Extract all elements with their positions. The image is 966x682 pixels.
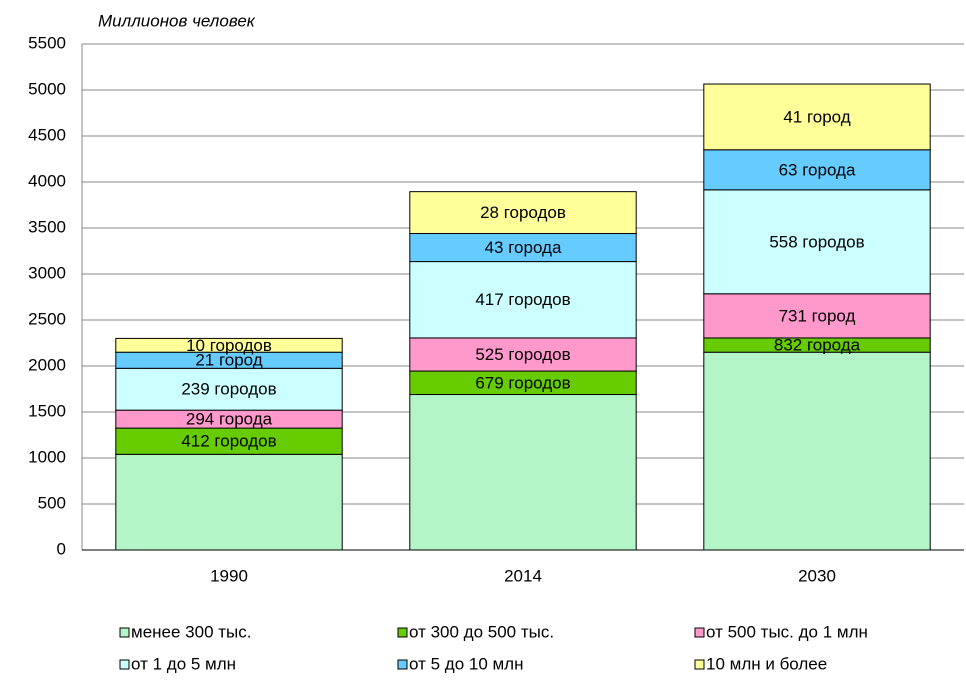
y-tick-label: 3500 xyxy=(28,217,66,236)
bar-segment xyxy=(115,453,343,551)
segment-label: 679 городов xyxy=(475,373,570,392)
legend-swatch xyxy=(397,627,408,638)
y-tick-label: 2000 xyxy=(28,355,66,374)
bar-segment xyxy=(703,351,931,551)
segment-label: 63 города xyxy=(779,160,856,179)
legend-swatch xyxy=(119,627,130,638)
segment-label: 412 городов xyxy=(181,432,276,451)
y-tick-label: 0 xyxy=(57,539,66,558)
segment-label: 43 города xyxy=(485,238,562,257)
legend-swatch xyxy=(397,659,408,670)
bar-segment xyxy=(409,233,637,263)
segment-label: 294 города xyxy=(186,410,273,429)
y-tick-label: 4500 xyxy=(28,125,66,144)
segment-label: 417 городов xyxy=(475,290,570,309)
bar-segment xyxy=(115,427,343,455)
segment-label: 832 города xyxy=(774,336,861,355)
y-tick-label: 5000 xyxy=(28,79,66,98)
bar-segment xyxy=(703,83,931,151)
y-tick-label: 5500 xyxy=(28,33,66,52)
segment-label: 731 город xyxy=(779,306,856,325)
bar-segment xyxy=(409,394,637,551)
segment-label: 239 городов xyxy=(181,380,276,399)
segment-label: 10 городов xyxy=(186,336,272,355)
bar-segment xyxy=(703,293,931,339)
legend-label: от 500 тыс. до 1 млн xyxy=(706,622,868,641)
bar-segment xyxy=(115,337,343,353)
legend-label: от 300 до 500 тыс. xyxy=(409,622,554,641)
segment-label: 525 городов xyxy=(475,345,570,364)
segment-label: 21 город xyxy=(195,351,262,370)
bar-segment xyxy=(703,149,931,191)
bar-segment xyxy=(703,189,931,295)
y-axis-label: Миллионов человек xyxy=(98,11,256,30)
x-tick-label: 1990 xyxy=(210,566,248,585)
y-tick-label: 1000 xyxy=(28,447,66,466)
segment-label: 41 город xyxy=(783,107,850,126)
segment-label: 28 городов xyxy=(480,203,566,222)
bar-segment xyxy=(409,191,637,235)
legend-swatch xyxy=(119,659,130,670)
y-tick-label: 3000 xyxy=(28,263,66,282)
legend-label: менее 300 тыс. xyxy=(131,622,251,641)
legend-swatch xyxy=(694,627,705,638)
segment-label: 558 городов xyxy=(769,232,864,251)
x-tick-label: 2014 xyxy=(504,566,542,585)
y-tick-label: 1500 xyxy=(28,401,66,420)
bar-segment xyxy=(409,261,637,339)
y-tick-label: 2500 xyxy=(28,309,66,328)
x-tick-label: 2030 xyxy=(798,566,836,585)
legend-label: 10 млн и более xyxy=(706,654,827,673)
legend-swatch xyxy=(694,659,705,670)
bar-segment xyxy=(409,337,637,372)
legend-label: от 5 до 10 млн xyxy=(409,654,524,673)
legend-label: от 1 до 5 млн xyxy=(131,654,236,673)
bar-segment xyxy=(115,367,343,411)
y-tick-label: 500 xyxy=(38,493,66,512)
y-tick-label: 4000 xyxy=(28,171,66,190)
